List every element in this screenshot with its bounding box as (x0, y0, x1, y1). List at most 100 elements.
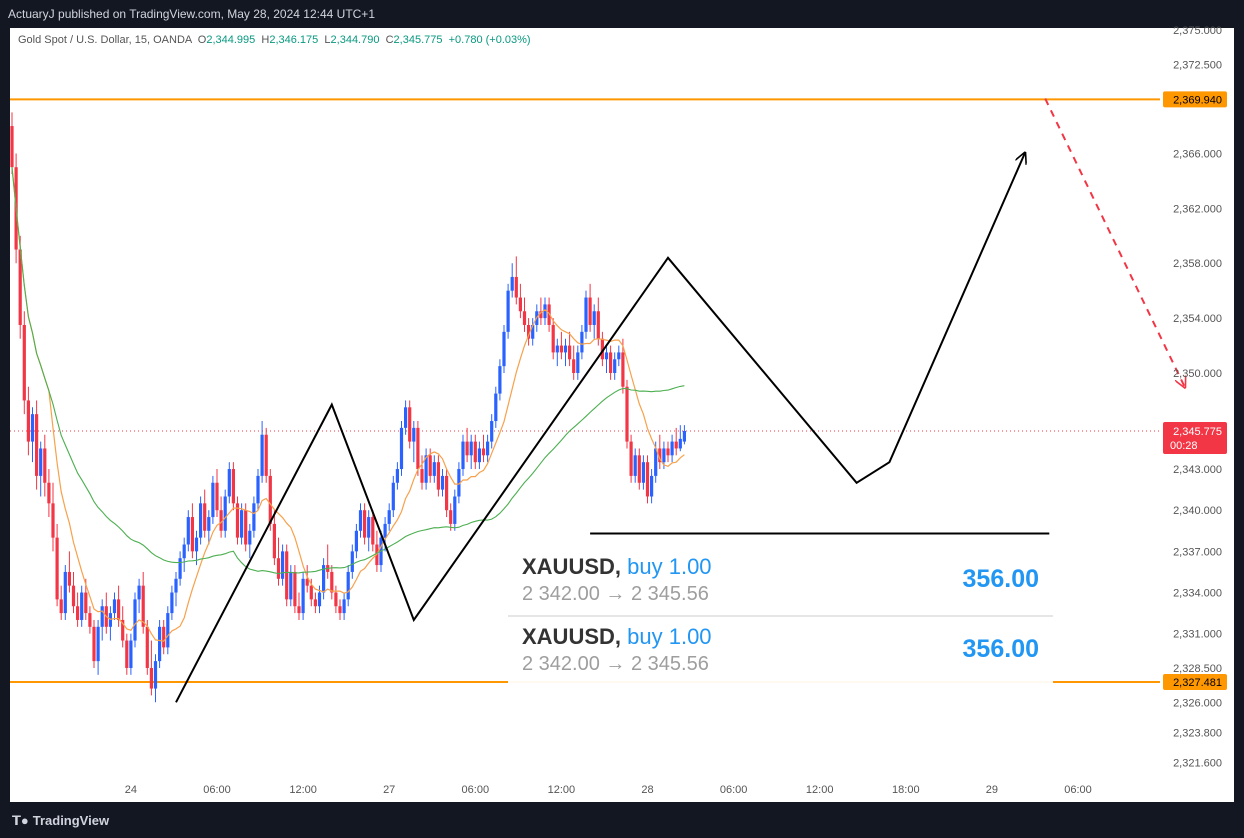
candle-body (395, 469, 399, 483)
candle-body (662, 448, 666, 463)
y-tick-label: 2,323.800 (1173, 727, 1222, 739)
candle-body (539, 311, 543, 319)
tradingview-logo-icon: 𝗧● (12, 813, 29, 828)
candle-body (166, 613, 170, 648)
candle-body (641, 462, 645, 483)
candle-body (252, 503, 256, 531)
candle-body (453, 496, 457, 524)
countdown-label: 00:28 (1170, 440, 1198, 452)
candle-body (199, 503, 203, 538)
candle-body (399, 427, 404, 470)
candle-body (506, 290, 510, 332)
candle-body (371, 517, 375, 545)
candle-body (305, 578, 309, 586)
current-price-label: 2,345.775 (1173, 426, 1222, 438)
candle-body (547, 304, 551, 325)
x-tick-label: 12:00 (289, 784, 317, 796)
candle-body (404, 407, 408, 428)
candle-body (391, 482, 395, 511)
legend-close-label: C (385, 34, 394, 46)
legend-change: +0.780 (+0.03%) (448, 34, 531, 46)
candle-body (256, 475, 260, 504)
y-tick-label: 2,372.500 (1173, 59, 1222, 71)
price-scale[interactable] (1160, 28, 1234, 802)
candle-body (322, 565, 326, 593)
pattern-arrow (175, 154, 1025, 703)
y-tick-label: 2,340.000 (1173, 505, 1222, 517)
candle-body (449, 510, 453, 524)
candle-body (604, 352, 609, 360)
candle-body (272, 523, 276, 559)
y-tick-label: 2,366.000 (1173, 148, 1222, 160)
candle-body (18, 249, 22, 325)
candle-body (510, 276, 514, 291)
y-tick-label: 2,337.000 (1173, 546, 1222, 558)
candle-body (461, 441, 465, 470)
y-tick-label: 2,326.000 (1173, 697, 1222, 709)
level-badge (1163, 673, 1227, 690)
candle-body (137, 585, 141, 600)
candle-body (543, 304, 547, 319)
candle-body (190, 517, 194, 552)
candle-body (264, 434, 268, 476)
candle-body (162, 626, 166, 648)
candle-body (592, 311, 596, 325)
candle-body (71, 585, 76, 607)
candle-body (158, 626, 162, 662)
legend-symbol: Gold Spot / U.S. Dollar, 15, OANDA (18, 34, 192, 46)
candle-body (80, 592, 84, 620)
candle-body (301, 578, 305, 614)
tradingview-logo[interactable]: 𝗧● TradingView (12, 813, 109, 829)
candle-body (637, 455, 641, 483)
x-tick-label: 28 (641, 784, 653, 796)
candle-body (424, 455, 428, 483)
publisher-text: ActuaryJ published on TradingView.com, M… (8, 7, 375, 21)
candle-body (51, 503, 55, 538)
candle-body (596, 311, 600, 339)
current-price-badge (1163, 421, 1227, 454)
candle-body (428, 455, 432, 476)
candle-body (22, 324, 26, 401)
candle-body (293, 571, 297, 607)
legend-close: 2,345.775 (393, 34, 443, 46)
candle-body (227, 469, 231, 497)
trade-symbol: XAUUSD (522, 554, 615, 579)
candle-body (317, 592, 322, 607)
candle-body (568, 345, 572, 360)
tradingview-brand: TradingView (32, 813, 110, 828)
candle-body (47, 482, 51, 504)
candle-body (219, 510, 223, 531)
x-tick-label: 24 (125, 784, 137, 796)
x-tick-label: 12:00 (548, 784, 576, 796)
y-tick-label: 2,321.600 (1173, 758, 1222, 770)
candle-body (112, 599, 117, 614)
y-tick-label: 2,350.000 (1173, 368, 1222, 380)
ma-fast-line (11, 167, 685, 642)
candle-body (522, 311, 527, 325)
candle-body (654, 448, 658, 476)
candle-body (174, 578, 178, 593)
candle-body (203, 503, 207, 531)
candle-body (420, 469, 424, 483)
publisher-bar: ActuaryJ published on TradingView.com, M… (0, 0, 1244, 28)
legend-high: 2,346.175 (269, 34, 319, 46)
candle-body (514, 276, 518, 298)
x-tick-label: 06:00 (462, 784, 490, 796)
candle-body (367, 517, 371, 538)
candle-body (88, 613, 92, 627)
ma-slow-line (11, 167, 685, 575)
y-tick-label: 2,358.000 (1173, 258, 1222, 270)
candle-body (617, 352, 621, 360)
level-badge-label: 2,327.481 (1173, 677, 1222, 689)
candle-body (211, 482, 215, 518)
candle-body (133, 599, 137, 641)
candle-body (412, 427, 416, 442)
candle-body (248, 530, 252, 545)
candle-body (244, 510, 248, 545)
candle-body (613, 359, 617, 373)
candle-body (117, 599, 121, 620)
candle-body (383, 523, 387, 538)
candle-body (63, 571, 67, 614)
trade-row: XAUUSD, buy 1.00 2 342.00 → 2 345.56 356… (508, 549, 1053, 617)
